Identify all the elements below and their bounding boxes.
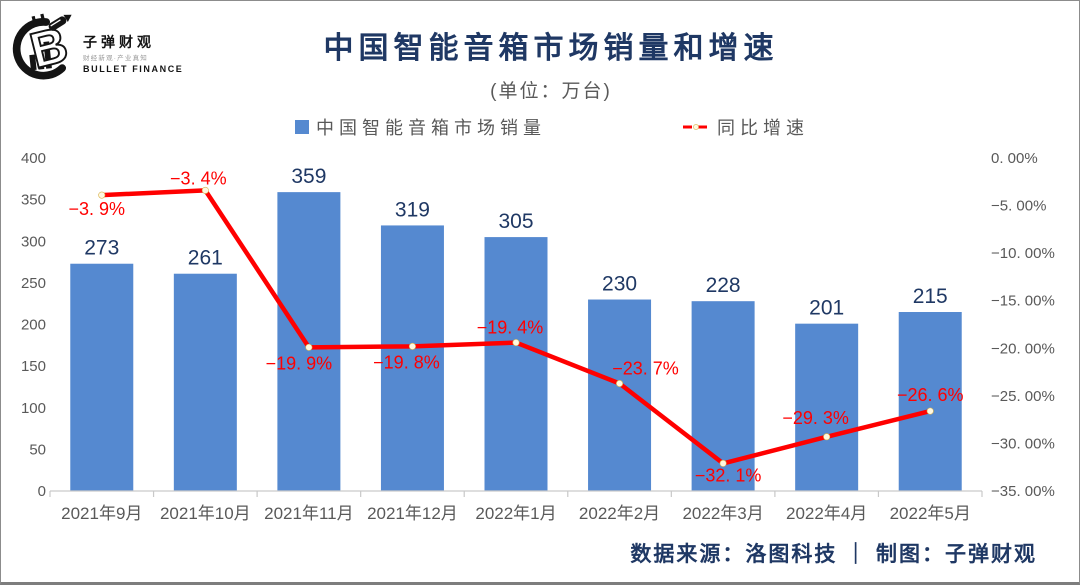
growth-value-label: −3. 9% [69, 199, 126, 219]
bar [70, 263, 134, 491]
brand-name-en: BULLET FINANCE [83, 64, 184, 75]
left-axis-tick-label: 200 [21, 317, 46, 334]
left-axis-tick-label: 350 [21, 192, 46, 209]
bar [588, 299, 652, 491]
growth-value-label: −32. 1% [695, 465, 762, 485]
bar-value-label: 273 [84, 237, 119, 260]
legend-item-growth: 同比增速 [682, 117, 809, 138]
bar-value-label: 215 [913, 285, 948, 308]
growth-value-label: −29. 3% [782, 408, 849, 428]
bars-series [70, 192, 962, 491]
left-axis-tick-label: 300 [21, 233, 46, 250]
line-marker [408, 342, 416, 350]
growth-value-label: −19. 9% [266, 353, 333, 373]
growth-value-label: −19. 8% [373, 352, 440, 372]
footer-source: 数据来源：洛图科技 ｜ 制图：子弹财观 [630, 543, 1037, 566]
bar-value-label: 359 [291, 165, 326, 188]
left-axis-tick-label: 0 [38, 483, 46, 500]
bar [795, 323, 859, 491]
right-axis-tick-label: −20. 00% [991, 340, 1055, 357]
chart-subtitle: (单位：万台) [490, 81, 612, 102]
bar [277, 192, 341, 491]
growth-value-label: −23. 7% [612, 358, 679, 378]
x-axis-label: 2021年12月 [367, 504, 458, 523]
bar-value-label: 305 [498, 210, 533, 233]
line-marker [512, 339, 520, 347]
left-axis-tick-label: 50 [29, 441, 46, 458]
x-axis-label: 2022年5月 [890, 504, 971, 523]
legend-line-label: 同比增速 [717, 118, 809, 138]
bar-value-labels: 273 261 359 319 305 230 228 201 215 [84, 165, 947, 320]
right-axis-tick-label: −5. 00% [991, 198, 1046, 215]
left-axis-labels: 400 350 300 250 200 150 100 50 0 [21, 150, 46, 500]
line-marker [926, 407, 934, 415]
title-block: 中国智能音箱市场销量和增速 (单位：万台) [21, 23, 1079, 103]
left-axis-tick-label: 250 [21, 275, 46, 292]
x-axis-label: 2022年2月 [579, 504, 660, 523]
legend-bar-swatch-icon [295, 120, 309, 134]
x-axis-label: 2021年11月 [264, 504, 353, 523]
bar-value-label: 201 [809, 297, 844, 320]
chart-title: 中国智能音箱市场销量和增速 [323, 32, 779, 65]
growth-value-label: −26. 6% [897, 385, 964, 405]
brand-text-block: 子弹财观 财经新观·产业真知 BULLET FINANCE [83, 34, 183, 74]
bar [484, 237, 548, 491]
line-marker [201, 186, 209, 194]
right-axis-tick-label: −25. 00% [991, 388, 1055, 405]
line-marker [719, 459, 727, 467]
x-axis-label: 2022年3月 [682, 504, 763, 523]
x-axis-label: 2021年10月 [160, 504, 251, 523]
x-axis-label: 2021年9月 [61, 504, 142, 523]
bar [898, 312, 962, 491]
bar-value-label: 230 [602, 273, 637, 296]
right-axis-tick-label: −35. 00% [991, 483, 1055, 500]
x-axis-label: 2022年4月 [786, 504, 867, 523]
bullet-logo-icon: B [12, 13, 74, 80]
x-axis-label: 2022年1月 [475, 504, 556, 523]
line-marker [305, 343, 313, 351]
line-markers [98, 186, 934, 467]
brand-tagline: 财经新观·产业真知 [83, 55, 148, 63]
right-axis-tick-label: −15. 00% [991, 293, 1055, 310]
bar-value-label: 228 [706, 274, 741, 297]
right-axis-tick-label: 0. 00% [991, 150, 1038, 167]
right-axis-tick-label: −10. 00% [991, 245, 1055, 262]
line-marker [616, 379, 624, 387]
legend-bar-label: 中国智能音箱市场销量 [316, 118, 546, 138]
bar-value-label: 319 [395, 198, 430, 221]
legend-line-marker-icon [683, 124, 709, 130]
growth-labels: −3. 9% −3. 4% −19. 9% −19. 8% −19. 4% −23. 7%… [69, 168, 964, 485]
right-axis-tick-label: −30. 00% [991, 435, 1055, 452]
x-axis-category-labels: 2021年9月 2021年10月 2021年11月 2021年12月 2022年1月 20… [61, 504, 971, 523]
left-axis-tick-label: 150 [21, 358, 46, 375]
brand-name-cn: 子弹财观 [83, 33, 155, 50]
bar [173, 273, 237, 491]
bullet-finance-logo: B 子弹财观 财经新观·产业真知 BULLET FINANCE [11, 7, 241, 87]
line-marker [98, 191, 106, 199]
bar-value-label: 261 [188, 247, 223, 270]
growth-value-label: −3. 4% [170, 168, 227, 188]
line-marker [823, 433, 831, 441]
left-axis-tick-label: 100 [21, 400, 46, 417]
growth-value-label: −19. 4% [477, 318, 544, 338]
left-axis-tick-label: 400 [21, 150, 46, 167]
right-axis-labels: 0. 00% −5. 00% −10. 00% −15. 00% −20. 00% −25… [991, 150, 1055, 500]
x-axis [49, 490, 983, 497]
legend-item-sales: 中国智能音箱市场销量 [295, 117, 546, 138]
bar [380, 225, 444, 491]
